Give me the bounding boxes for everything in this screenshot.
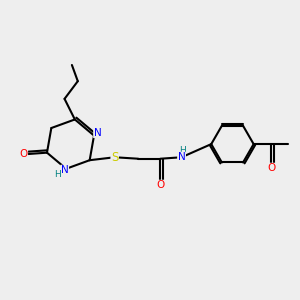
Text: O: O: [267, 163, 275, 173]
Text: N: N: [94, 128, 101, 138]
Text: O: O: [156, 180, 164, 190]
Text: H: H: [54, 170, 61, 179]
Text: O: O: [19, 149, 28, 159]
Text: H: H: [179, 146, 185, 155]
Text: N: N: [178, 152, 185, 162]
Text: S: S: [111, 151, 118, 164]
Text: N: N: [61, 165, 69, 175]
